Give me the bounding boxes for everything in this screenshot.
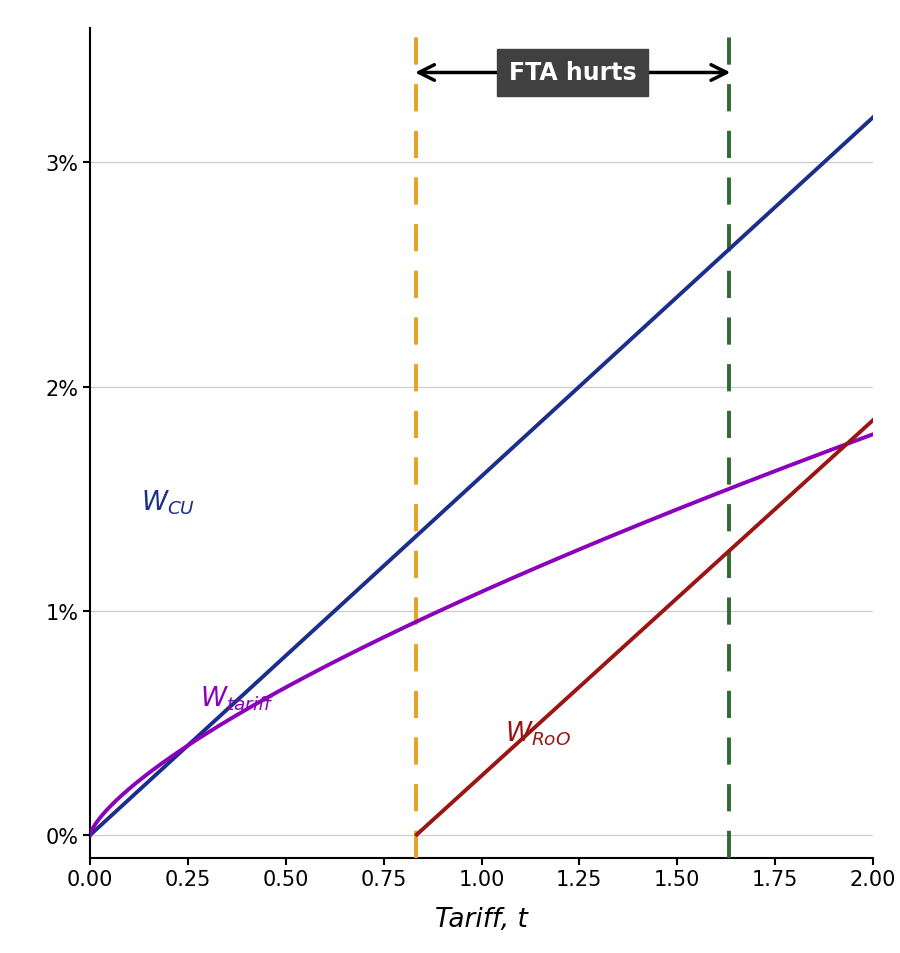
X-axis label: Tariff, t: Tariff, t	[435, 906, 528, 932]
Text: $W_{CU}$: $W_{CU}$	[141, 488, 195, 517]
Text: FTA hurts: FTA hurts	[508, 61, 636, 86]
Text: $W_{RoO}$: $W_{RoO}$	[505, 720, 571, 748]
Text: $W_{tariff}$: $W_{tariff}$	[200, 683, 274, 712]
